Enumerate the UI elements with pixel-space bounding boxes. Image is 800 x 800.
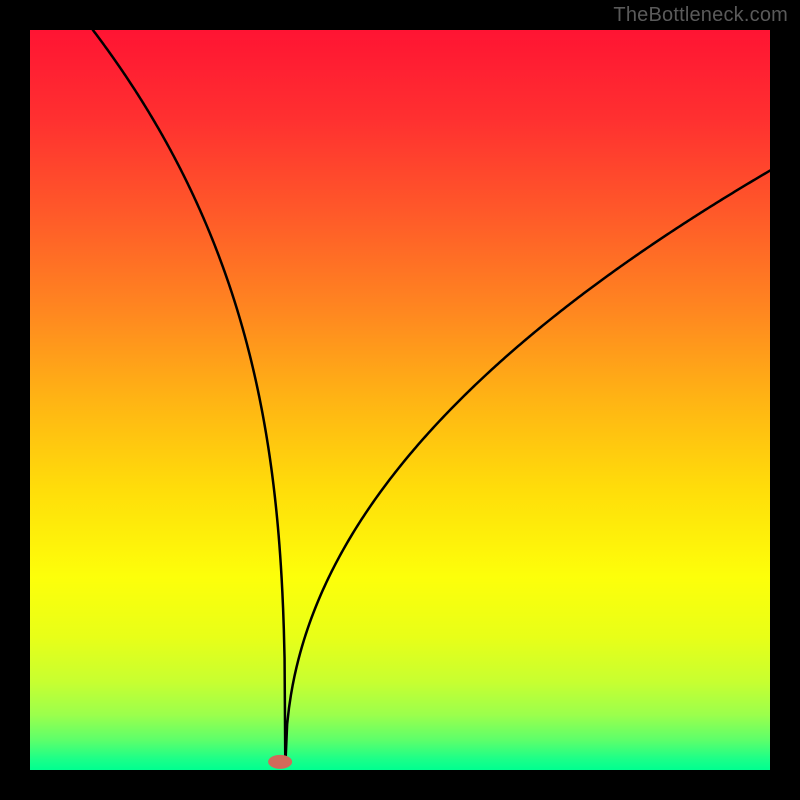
watermark-text: TheBottleneck.com — [613, 4, 788, 27]
chart-container: TheBottleneck.com — [0, 0, 800, 800]
bottleneck-chart — [0, 0, 800, 800]
plot-gradient-background — [30, 30, 770, 770]
optimal-point-marker — [268, 755, 292, 769]
